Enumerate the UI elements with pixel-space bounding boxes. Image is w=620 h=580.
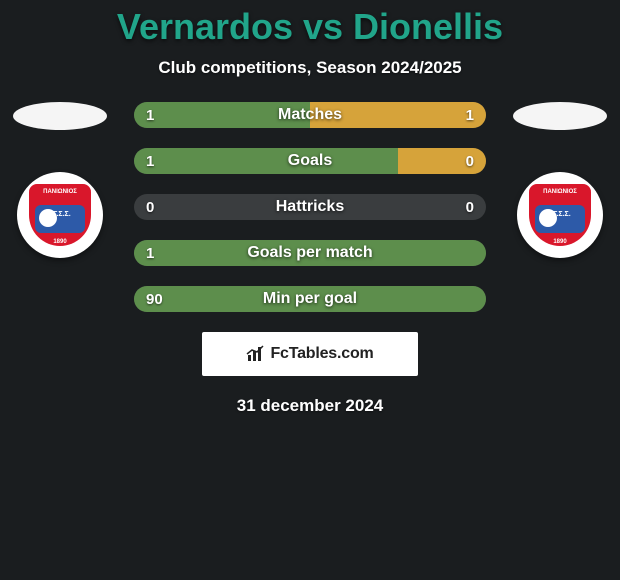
player-right-placeholder xyxy=(513,102,607,130)
stat-row: 10Goals xyxy=(134,148,486,174)
stat-label: Hattricks xyxy=(134,194,486,220)
stats-list: 11Matches 10Goals 00Hattricks 1Goals per ma… xyxy=(120,102,500,312)
stat-label: Goals xyxy=(134,148,486,174)
right-side: ΠΑΝΙΩΝΙΟΣ Γ.Σ.Σ. 1890 xyxy=(500,102,620,258)
team-crest-icon: ΠΑΝΙΩΝΙΟΣ Γ.Σ.Σ. 1890 xyxy=(529,184,591,246)
left-side: ΠΑΝΙΩΝΙΟΣ Γ.Σ.Σ. 1890 xyxy=(0,102,120,258)
stat-row: 11Matches xyxy=(134,102,486,128)
team-crest-icon: ΠΑΝΙΩΝΙΟΣ Γ.Σ.Σ. 1890 xyxy=(29,184,91,246)
brand-text: FcTables.com xyxy=(270,345,373,363)
date-text: 31 december 2024 xyxy=(0,396,620,416)
brand-plate: FcTables.com xyxy=(202,332,418,376)
stat-label: Goals per match xyxy=(134,240,486,266)
page-title: Vernardos vs Dionellis xyxy=(0,0,620,48)
player-left-placeholder xyxy=(13,102,107,130)
stat-label: Matches xyxy=(134,102,486,128)
stat-row: 1Goals per match xyxy=(134,240,486,266)
stat-row: 00Hattricks xyxy=(134,194,486,220)
team-left-badge: ΠΑΝΙΩΝΙΟΣ Γ.Σ.Σ. 1890 xyxy=(17,172,103,258)
comparison-panel: ΠΑΝΙΩΝΙΟΣ Γ.Σ.Σ. 1890 11Matches 10Goals 00… xyxy=(0,102,620,312)
team-right-badge: ΠΑΝΙΩΝΙΟΣ Γ.Σ.Σ. 1890 xyxy=(517,172,603,258)
subtitle: Club competitions, Season 2024/2025 xyxy=(0,58,620,78)
chart-icon xyxy=(246,345,266,363)
stat-label: Min per goal xyxy=(134,286,486,312)
stat-row: 90Min per goal xyxy=(134,286,486,312)
